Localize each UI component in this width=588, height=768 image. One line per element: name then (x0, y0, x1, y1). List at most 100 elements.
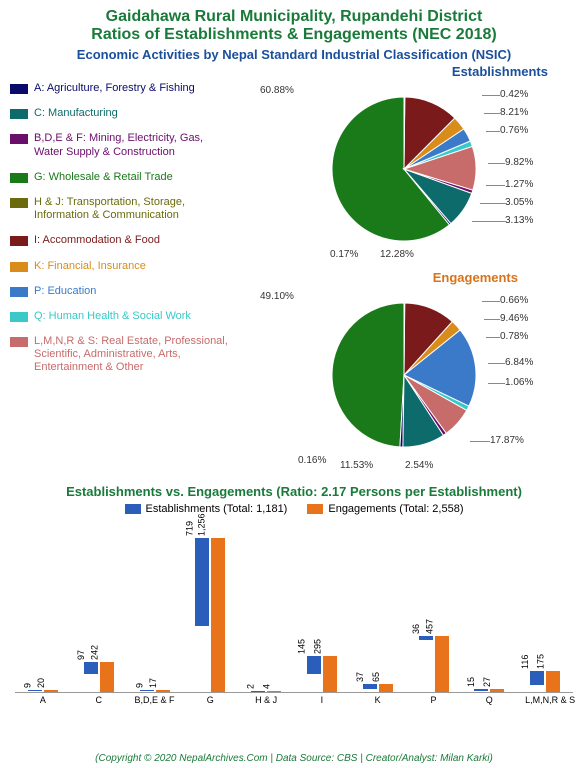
bar: 36 (419, 636, 433, 640)
pie-slice-label: 0.78% (500, 331, 528, 342)
pie-slice-label: 8.21% (500, 107, 528, 118)
legend-label: G: Wholesale & Retail Trade (34, 171, 230, 184)
legend-swatch (10, 109, 28, 119)
bar-group: 917B,D,E & F (135, 690, 175, 692)
bar-legend-swatch (125, 504, 141, 514)
legend-item: K: Financial, Insurance (10, 260, 230, 273)
bar-category-label: P (414, 692, 454, 705)
legend-swatch (10, 84, 28, 94)
bar: 9 (140, 690, 154, 691)
legend-swatch (10, 134, 28, 144)
pie-leader (486, 337, 500, 338)
bar-value-label: 37 (355, 672, 365, 682)
pie-slice-label: 3.05% (505, 197, 533, 208)
pie-slice-label: 0.16% (298, 455, 326, 466)
bar-category-label: Q (469, 692, 509, 705)
bar-category-label: H & J (246, 692, 286, 705)
pie-leader (470, 441, 490, 442)
bar-legend: Establishments (Total: 1,181)Engagements… (10, 503, 578, 515)
pie-slice-label: 0.76% (500, 125, 528, 136)
bar-value-label: 36 (410, 624, 420, 634)
bar-value-label: 20 (36, 678, 46, 688)
bar-title: Establishments vs. Engagements (Ratio: 2… (10, 484, 578, 499)
bar-category-label: I (302, 692, 342, 705)
bar-value-label: 17 (147, 678, 157, 688)
pie-slice-label: 49.10% (260, 291, 294, 302)
bar-group: 116175L,M,N,R & S (525, 671, 565, 693)
bar-value-label: 97 (76, 650, 86, 660)
legend-item: P: Education (10, 285, 230, 298)
legend-item: H & J: Transportation, Storage, Informat… (10, 196, 230, 222)
pie-leader (472, 221, 505, 222)
pie-slice-label: 0.66% (500, 295, 528, 306)
subtitle: Economic Activities by Nepal Standard In… (10, 47, 578, 62)
bar: 719 (195, 538, 209, 626)
legend-label: K: Financial, Insurance (34, 260, 230, 273)
legend-label: Q: Human Health & Social Work (34, 310, 230, 323)
pie-slice-label: 3.13% (505, 215, 533, 226)
bar-value-label: 2 (246, 684, 256, 689)
pie-slice-label: 6.84% (505, 357, 533, 368)
pie-slice-label: 9.46% (500, 313, 528, 324)
legend-item: C: Manufacturing (10, 107, 230, 120)
title-area: Gaidahawa Rural Municipality, Rupandehi … (0, 0, 588, 64)
legend-swatch (10, 287, 28, 297)
legend-item: I: Accommodation & Food (10, 234, 230, 247)
pie-leader (488, 383, 505, 384)
bar-group: 1527Q (469, 689, 509, 692)
bar-legend-item: Engagements (Total: 2,558) (307, 503, 463, 515)
pie-leader (480, 203, 505, 204)
bar-legend-swatch (307, 504, 323, 514)
bar-value-label: 116 (520, 654, 530, 668)
legend-swatch (10, 262, 28, 272)
legend-label: C: Manufacturing (34, 107, 230, 120)
bar-value-label: 15 (466, 677, 476, 687)
legend-item: Q: Human Health & Social Work (10, 310, 230, 323)
bar-value-label: 175 (536, 653, 546, 668)
legend-item: B,D,E & F: Mining, Electricity, Gas, Wat… (10, 132, 230, 158)
bar-value-label: 1,256 (197, 513, 207, 536)
footer-credit: (Copyright © 2020 NepalArchives.Com | Da… (0, 753, 588, 764)
bar-value-label: 719 (185, 521, 195, 536)
pie-svg (314, 285, 494, 465)
legend-label: I: Accommodation & Food (34, 234, 230, 247)
bar-group: 36457P (414, 636, 454, 692)
bar-value-label: 145 (296, 639, 306, 654)
bar-category-label: L,M,N,R & S (525, 692, 565, 705)
bar-category-label: C (79, 692, 119, 705)
legend-swatch (10, 173, 28, 183)
bar-group: 24H & J (246, 691, 286, 692)
pie-leader (488, 163, 505, 164)
legend-label: A: Agriculture, Forestry & Fishing (34, 82, 230, 95)
bar: 116 (530, 671, 544, 685)
bar-value-label: 65 (371, 672, 381, 682)
pie-slice-label: 0.17% (330, 249, 358, 260)
bar-group: 3765K (358, 684, 398, 692)
pie-slice-label: 17.87% (490, 435, 524, 446)
pie2-wrap: 49.10%0.66%9.46%0.78%6.84%1.06%17.87%2.5… (230, 285, 578, 480)
legend-label: B,D,E & F: Mining, Electricity, Gas, Wat… (34, 132, 230, 158)
pie-slice-label: 12.28% (380, 249, 414, 260)
bar: 9 (28, 690, 42, 691)
pie1-wrap: 60.88%0.42%8.21%0.76%9.82%1.27%3.05%3.13… (230, 79, 578, 274)
bar-plot: 920A97242C917B,D,E & F7191,256G24H & J14… (15, 521, 573, 693)
bar-category-label: G (190, 692, 230, 705)
bar-value-label: 295 (312, 639, 322, 654)
bar: 65 (379, 684, 393, 692)
pie-leader (484, 319, 500, 320)
legend-item: A: Agriculture, Forestry & Fishing (10, 82, 230, 95)
bar: 242 (100, 662, 114, 692)
pie-leader (488, 363, 505, 364)
legend-label: P: Education (34, 285, 230, 298)
bar: 1,256 (211, 538, 225, 692)
pie-slice (332, 303, 404, 447)
bar-group: 920A (23, 690, 63, 692)
bar-category-label: B,D,E & F (135, 692, 175, 705)
pie-slice-label: 2.54% (405, 460, 433, 471)
legend-label: L,M,N,R & S: Real Estate, Professional, … (34, 335, 230, 375)
pie-slice-label: 11.53% (340, 460, 373, 471)
legend-column: A: Agriculture, Forestry & Fishing C: Man… (10, 64, 230, 480)
title-line2: Ratios of Establishments & Engagements (… (10, 26, 578, 44)
pie-slice-label: 9.82% (505, 157, 533, 168)
pie-leader (484, 113, 500, 114)
